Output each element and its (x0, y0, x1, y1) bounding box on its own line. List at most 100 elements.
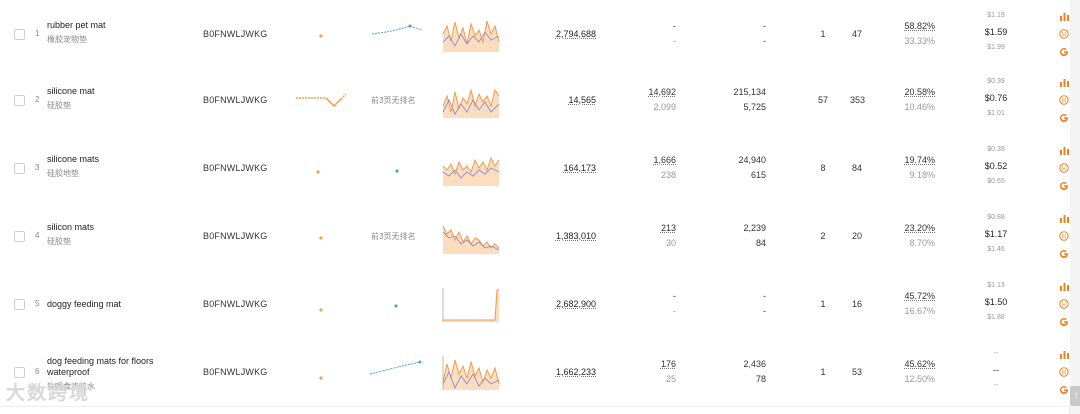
percentage-top[interactable]: 45.62% (904, 359, 935, 369)
bar-chart-icon[interactable] (1058, 210, 1070, 228)
metric-col-2: 176 25 (661, 357, 676, 387)
google-icon[interactable] (1058, 178, 1070, 196)
metric-col-2-top[interactable]: - (673, 291, 676, 301)
metric-col-5: 84 (851, 163, 862, 173)
bar-chart-icon[interactable] (1058, 74, 1070, 92)
keyword-text[interactable]: silicone mats (47, 154, 100, 164)
row-checkbox[interactable] (14, 299, 25, 310)
asin-text[interactable]: B0FNWLJWKG (203, 29, 268, 39)
search-trend-sparkline[interactable] (441, 16, 501, 52)
percentage-top[interactable]: 45.72% (904, 291, 935, 301)
search-trend-sparkline[interactable] (441, 150, 501, 186)
keyword-cell[interactable]: silicon mats 硅胶垫 (47, 222, 172, 247)
bar-chart-icon[interactable] (1058, 142, 1070, 160)
row-checkbox[interactable] (14, 367, 25, 378)
row-checkbox[interactable] (14, 163, 25, 174)
price-high: $0.88 (987, 214, 1005, 221)
search-trend-sparkline[interactable] (441, 218, 501, 254)
metric-col-2-top[interactable]: 213 (660, 223, 676, 233)
metric-col-3-top: 2,436 (743, 359, 766, 369)
asin-text[interactable]: B0FNWLJWKG (203, 95, 268, 105)
google-icon[interactable] (1058, 314, 1070, 332)
asin-text[interactable]: B0FNWLJWKG (203, 367, 268, 377)
price-mid: $1.59 (984, 27, 1008, 37)
metric-col-3: 24,940 615 (738, 153, 766, 183)
row-index: 5 (35, 299, 40, 308)
keyword-text[interactable]: doggy feeding mat (47, 299, 122, 309)
keyword-cell[interactable]: doggy feeding mat (47, 299, 172, 310)
google-icon[interactable] (1058, 246, 1070, 264)
metric-col-2-bottom: 30 (665, 238, 676, 248)
google-icon[interactable] (1058, 382, 1070, 400)
metric-col-2-top[interactable]: 176 (660, 359, 676, 369)
search-volume[interactable]: 1,662,233 (555, 367, 596, 377)
price-range: -- -- -- (979, 346, 1013, 394)
metric-col-2-top[interactable]: - (673, 21, 676, 31)
smiley-icon[interactable] (1058, 92, 1070, 110)
keyword-cell[interactable]: dog feeding mats for floors waterproof 狗喂… (47, 356, 172, 392)
smiley-icon[interactable] (1058, 364, 1070, 382)
search-volume[interactable]: 164,173 (563, 163, 596, 173)
percentage-top[interactable]: 58.82% (904, 21, 935, 31)
keyword-translation: 橡胶宠物垫 (47, 35, 87, 44)
metric-col-5: 16 (851, 299, 862, 309)
row-checkbox[interactable] (14, 95, 25, 106)
price-high: $0.39 (987, 78, 1005, 85)
keyword-cell[interactable]: silicone mats 硅胶地垫 (47, 154, 172, 179)
metric-col-4: 1 (820, 299, 826, 309)
row-index: 1 (35, 29, 40, 38)
google-icon[interactable] (1058, 110, 1070, 128)
row-index: 3 (35, 163, 40, 172)
metric-col-5: 20 (851, 231, 862, 241)
percentage-top[interactable]: 23.20% (904, 223, 935, 233)
asin-text[interactable]: B0FNWLJWKG (203, 231, 268, 241)
metric-col-5: 353 (850, 95, 866, 105)
metric-col-3-bottom: - (763, 306, 766, 316)
percentage-col: 45.72% 16.67% (904, 289, 935, 319)
price-low: $0.65 (987, 178, 1005, 185)
keyword-cell[interactable]: silicone mat 硅胶垫 (47, 86, 172, 111)
scrollbar[interactable]: ↑ (1069, 0, 1080, 414)
keyword-text[interactable]: dog feeding mats for floors waterproof (47, 356, 154, 377)
metric-col-2-top[interactable]: 1,666 (653, 155, 676, 165)
google-icon[interactable] (1058, 44, 1070, 62)
metric-col-3: 215,134 5,725 (733, 85, 766, 115)
row-checkbox[interactable] (14, 29, 25, 40)
search-trend-sparkline[interactable] (441, 82, 501, 118)
price-low: $1.01 (987, 110, 1005, 117)
asin-text[interactable]: B0FNWLJWKG (203, 299, 268, 309)
smiley-icon[interactable] (1058, 160, 1070, 178)
percentage-bottom: 12.50% (904, 374, 935, 384)
percentage-col: 20.58% 10.46% (904, 85, 935, 115)
rank-trend-chart (316, 169, 399, 174)
search-trend-sparkline[interactable] (441, 354, 501, 390)
percentage-bottom: 10.46% (904, 102, 935, 112)
percentage-top[interactable]: 19.74% (904, 155, 935, 165)
keyword-text[interactable]: silicone mat (47, 86, 95, 96)
row-checkbox[interactable] (14, 231, 25, 242)
keyword-text[interactable]: silicon mats (47, 222, 95, 232)
keyword-text[interactable]: rubber pet mat (47, 20, 106, 30)
metric-col-2: 14,692 2,099 (648, 85, 676, 115)
smiley-icon[interactable] (1058, 228, 1070, 246)
smiley-icon[interactable] (1058, 296, 1070, 314)
row-index: 4 (35, 231, 40, 240)
scroll-to-top-button[interactable]: ↑ (1070, 386, 1080, 406)
keyword-cell[interactable]: rubber pet mat 橡胶宠物垫 (47, 20, 172, 45)
search-trend-sparkline[interactable] (441, 286, 501, 322)
percentage-col: 45.62% 12.50% (904, 357, 935, 387)
search-volume[interactable]: 2,682,900 (555, 299, 596, 309)
table-row: 3 silicone mats 硅胶地垫 B0FNWLJWKG 164,173 1,666… (0, 134, 1070, 203)
metric-col-2-top[interactable]: 14,692 (648, 87, 676, 97)
bar-chart-icon[interactable] (1058, 346, 1070, 364)
asin-text[interactable]: B0FNWLJWKG (203, 163, 268, 173)
search-volume[interactable]: 14,565 (568, 95, 596, 105)
bar-chart-icon[interactable] (1058, 8, 1070, 26)
bar-chart-icon[interactable] (1058, 278, 1070, 296)
search-volume[interactable]: 1,383,010 (555, 231, 596, 241)
search-volume[interactable]: 2,794,688 (555, 29, 596, 39)
keyword-translation: 硅胶垫 (47, 101, 71, 110)
smiley-icon[interactable] (1058, 26, 1070, 44)
percentage-top[interactable]: 20.58% (904, 87, 935, 97)
row-actions (1058, 8, 1070, 62)
